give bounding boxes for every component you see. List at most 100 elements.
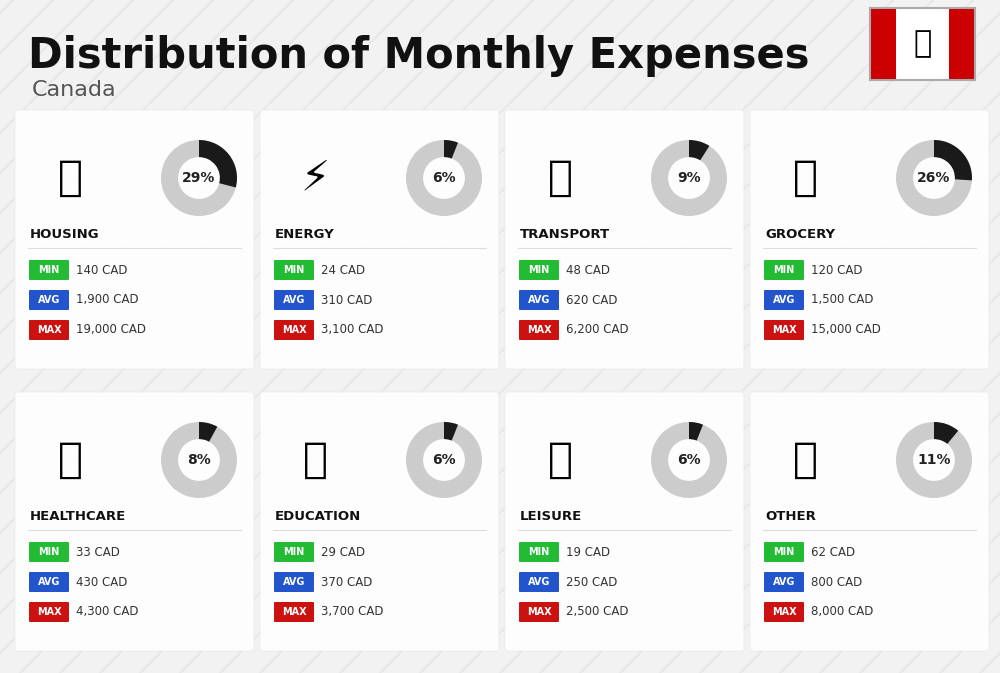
Wedge shape bbox=[896, 422, 972, 498]
Text: AVG: AVG bbox=[283, 577, 305, 587]
Wedge shape bbox=[406, 422, 482, 498]
Text: 9%: 9% bbox=[677, 171, 701, 185]
Text: MAX: MAX bbox=[772, 607, 796, 617]
FancyBboxPatch shape bbox=[260, 392, 499, 651]
Wedge shape bbox=[444, 422, 458, 441]
Text: 19 CAD: 19 CAD bbox=[566, 546, 610, 559]
FancyBboxPatch shape bbox=[764, 542, 804, 562]
Wedge shape bbox=[651, 140, 727, 216]
FancyBboxPatch shape bbox=[505, 392, 744, 651]
Text: AVG: AVG bbox=[38, 295, 60, 305]
Text: 🏢: 🏢 bbox=[58, 157, 82, 199]
FancyBboxPatch shape bbox=[274, 290, 314, 310]
FancyBboxPatch shape bbox=[505, 110, 744, 369]
Wedge shape bbox=[161, 140, 237, 216]
Text: 800 CAD: 800 CAD bbox=[811, 575, 862, 588]
Text: MAX: MAX bbox=[282, 607, 306, 617]
Text: 4,300 CAD: 4,300 CAD bbox=[76, 606, 138, 618]
Text: 🏥: 🏥 bbox=[58, 439, 82, 481]
FancyBboxPatch shape bbox=[764, 290, 804, 310]
Text: 1,500 CAD: 1,500 CAD bbox=[811, 293, 874, 306]
Text: Distribution of Monthly Expenses: Distribution of Monthly Expenses bbox=[28, 35, 810, 77]
Text: 3,700 CAD: 3,700 CAD bbox=[321, 606, 384, 618]
Text: MAX: MAX bbox=[37, 607, 61, 617]
FancyBboxPatch shape bbox=[949, 8, 975, 80]
FancyBboxPatch shape bbox=[519, 572, 559, 592]
Text: 310 CAD: 310 CAD bbox=[321, 293, 372, 306]
Text: 11%: 11% bbox=[917, 453, 951, 467]
Text: 26%: 26% bbox=[917, 171, 951, 185]
Wedge shape bbox=[444, 140, 458, 159]
Wedge shape bbox=[161, 422, 237, 498]
FancyBboxPatch shape bbox=[519, 542, 559, 562]
Text: 19,000 CAD: 19,000 CAD bbox=[76, 324, 146, 336]
Text: 🛍: 🛍 bbox=[548, 439, 572, 481]
FancyBboxPatch shape bbox=[274, 572, 314, 592]
Text: EDUCATION: EDUCATION bbox=[275, 510, 361, 523]
FancyBboxPatch shape bbox=[519, 320, 559, 340]
Text: AVG: AVG bbox=[283, 295, 305, 305]
Wedge shape bbox=[689, 140, 709, 160]
Text: 👜: 👜 bbox=[792, 439, 818, 481]
Text: GROCERY: GROCERY bbox=[765, 228, 835, 241]
Text: 29%: 29% bbox=[182, 171, 216, 185]
FancyBboxPatch shape bbox=[750, 392, 989, 651]
Text: ⚡: ⚡ bbox=[300, 157, 330, 199]
Wedge shape bbox=[934, 422, 958, 444]
Text: MIN: MIN bbox=[283, 547, 305, 557]
Text: AVG: AVG bbox=[528, 295, 550, 305]
Text: MAX: MAX bbox=[772, 325, 796, 335]
Wedge shape bbox=[199, 140, 237, 188]
Text: 15,000 CAD: 15,000 CAD bbox=[811, 324, 881, 336]
Text: OTHER: OTHER bbox=[765, 510, 816, 523]
Text: MIN: MIN bbox=[528, 547, 550, 557]
Text: HEALTHCARE: HEALTHCARE bbox=[30, 510, 126, 523]
FancyBboxPatch shape bbox=[29, 602, 69, 622]
Text: 8,000 CAD: 8,000 CAD bbox=[811, 606, 873, 618]
FancyBboxPatch shape bbox=[274, 260, 314, 280]
Text: 120 CAD: 120 CAD bbox=[811, 264, 862, 277]
Text: MAX: MAX bbox=[527, 325, 551, 335]
FancyBboxPatch shape bbox=[274, 542, 314, 562]
Text: 🚌: 🚌 bbox=[548, 157, 572, 199]
Text: 6%: 6% bbox=[432, 171, 456, 185]
Text: MAX: MAX bbox=[282, 325, 306, 335]
Text: 2,500 CAD: 2,500 CAD bbox=[566, 606, 629, 618]
Text: 8%: 8% bbox=[187, 453, 211, 467]
Wedge shape bbox=[896, 140, 972, 216]
Text: AVG: AVG bbox=[773, 295, 795, 305]
Text: MAX: MAX bbox=[527, 607, 551, 617]
Text: MAX: MAX bbox=[37, 325, 61, 335]
FancyBboxPatch shape bbox=[896, 8, 949, 80]
FancyBboxPatch shape bbox=[15, 392, 254, 651]
Text: 6%: 6% bbox=[432, 453, 456, 467]
Text: 140 CAD: 140 CAD bbox=[76, 264, 128, 277]
Text: 24 CAD: 24 CAD bbox=[321, 264, 365, 277]
Text: 3,100 CAD: 3,100 CAD bbox=[321, 324, 384, 336]
Text: 6,200 CAD: 6,200 CAD bbox=[566, 324, 629, 336]
Text: TRANSPORT: TRANSPORT bbox=[520, 228, 610, 241]
Wedge shape bbox=[689, 422, 703, 441]
Text: ENERGY: ENERGY bbox=[275, 228, 335, 241]
FancyBboxPatch shape bbox=[29, 290, 69, 310]
Text: 🍁: 🍁 bbox=[913, 30, 932, 59]
FancyBboxPatch shape bbox=[29, 320, 69, 340]
FancyBboxPatch shape bbox=[274, 320, 314, 340]
Text: 1,900 CAD: 1,900 CAD bbox=[76, 293, 139, 306]
Text: MIN: MIN bbox=[38, 265, 60, 275]
Text: AVG: AVG bbox=[38, 577, 60, 587]
Text: HOUSING: HOUSING bbox=[30, 228, 100, 241]
Wedge shape bbox=[199, 422, 217, 441]
FancyBboxPatch shape bbox=[870, 8, 896, 80]
FancyBboxPatch shape bbox=[15, 110, 254, 369]
Text: 6%: 6% bbox=[677, 453, 701, 467]
Text: 62 CAD: 62 CAD bbox=[811, 546, 855, 559]
FancyBboxPatch shape bbox=[764, 602, 804, 622]
Text: 370 CAD: 370 CAD bbox=[321, 575, 372, 588]
FancyBboxPatch shape bbox=[750, 110, 989, 369]
Text: MIN: MIN bbox=[283, 265, 305, 275]
FancyBboxPatch shape bbox=[764, 320, 804, 340]
Text: 🎓: 🎓 bbox=[302, 439, 328, 481]
Text: 33 CAD: 33 CAD bbox=[76, 546, 120, 559]
FancyBboxPatch shape bbox=[519, 260, 559, 280]
